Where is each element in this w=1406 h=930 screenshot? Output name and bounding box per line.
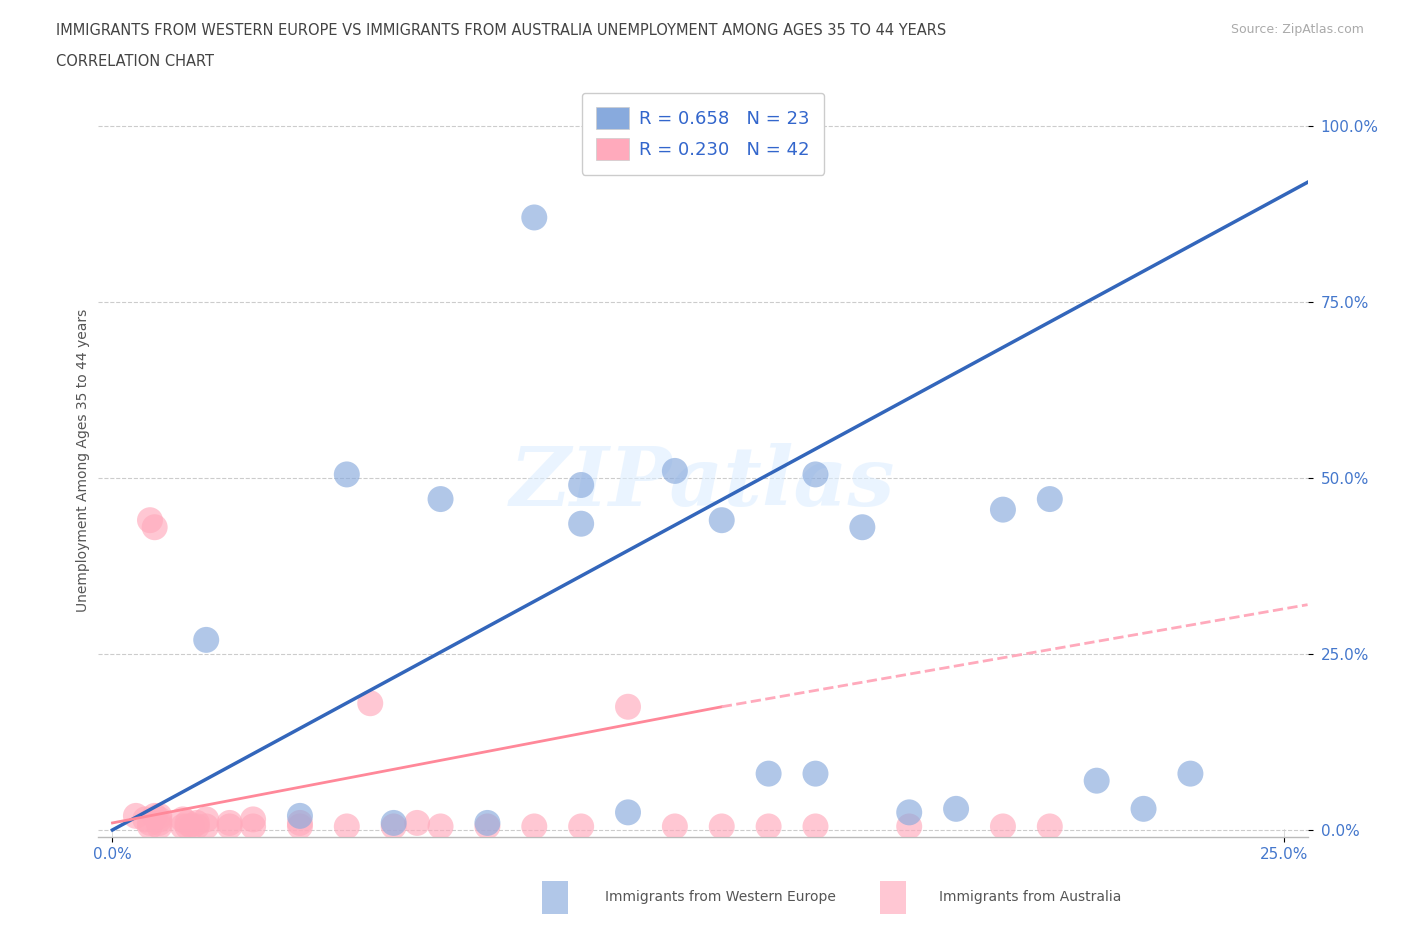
Point (148, 808, 170, 823)
Point (172, 812, 194, 827)
Point (181, 819, 204, 834)
Point (288, 816, 311, 830)
Point (804, 819, 827, 834)
Point (898, 819, 921, 834)
Point (242, 812, 264, 827)
Point (382, 819, 405, 834)
Point (176, 816, 198, 830)
Point (336, 467, 359, 482)
Legend: R = 0.658   N = 23, R = 0.230   N = 42: R = 0.658 N = 23, R = 0.230 N = 42 (582, 93, 824, 175)
Text: ZIPatlas: ZIPatlas (510, 443, 896, 523)
Point (1132, 802, 1154, 817)
Point (336, 819, 359, 834)
Point (664, 819, 686, 834)
Point (851, 520, 873, 535)
Point (195, 819, 218, 834)
Point (139, 819, 162, 834)
Point (134, 812, 156, 827)
Point (195, 812, 218, 827)
Point (758, 819, 780, 834)
Point (477, 819, 499, 834)
Point (148, 812, 170, 827)
Point (569, 819, 592, 834)
Point (1039, 819, 1062, 834)
Point (406, 816, 429, 830)
Point (477, 816, 499, 830)
Text: IMMIGRANTS FROM WESTERN EUROPE VS IMMIGRANTS FROM AUSTRALIA UNEMPLOYMENT AMONG A: IMMIGRANTS FROM WESTERN EUROPE VS IMMIGR… (56, 23, 946, 38)
Point (429, 819, 451, 834)
Point (242, 819, 264, 834)
Text: CORRELATION CHART: CORRELATION CHART (56, 54, 214, 69)
Point (143, 520, 166, 535)
Point (617, 805, 640, 820)
Point (143, 808, 166, 823)
Point (382, 816, 405, 830)
Text: Immigrants from Australia: Immigrants from Australia (939, 890, 1122, 905)
Point (617, 699, 640, 714)
Point (758, 766, 780, 781)
Point (288, 808, 311, 823)
Point (359, 696, 381, 711)
Point (172, 819, 194, 834)
Point (569, 516, 592, 531)
Point (139, 512, 162, 527)
Point (288, 819, 311, 834)
Point (664, 463, 686, 478)
Point (1180, 766, 1202, 781)
Point (804, 766, 827, 781)
Point (523, 210, 546, 225)
Point (569, 477, 592, 492)
Y-axis label: Unemployment Among Ages 35 to 44 years: Unemployment Among Ages 35 to 44 years (76, 309, 90, 612)
Point (991, 819, 1014, 834)
Text: Immigrants from Western Europe: Immigrants from Western Europe (605, 890, 835, 905)
Point (945, 802, 967, 817)
Point (125, 808, 148, 823)
Point (195, 632, 218, 647)
Point (218, 816, 240, 830)
Point (148, 819, 170, 834)
Point (991, 502, 1014, 517)
Point (429, 492, 451, 507)
Point (1085, 773, 1108, 788)
Text: Source: ZipAtlas.com: Source: ZipAtlas.com (1230, 23, 1364, 36)
Point (898, 805, 921, 820)
Point (1039, 492, 1062, 507)
Point (523, 819, 546, 834)
Point (139, 816, 162, 830)
Point (710, 819, 733, 834)
Point (218, 819, 240, 834)
Point (148, 816, 170, 830)
Point (804, 467, 827, 482)
Point (710, 512, 733, 527)
Point (186, 816, 208, 830)
Point (186, 819, 208, 834)
Point (176, 819, 198, 834)
